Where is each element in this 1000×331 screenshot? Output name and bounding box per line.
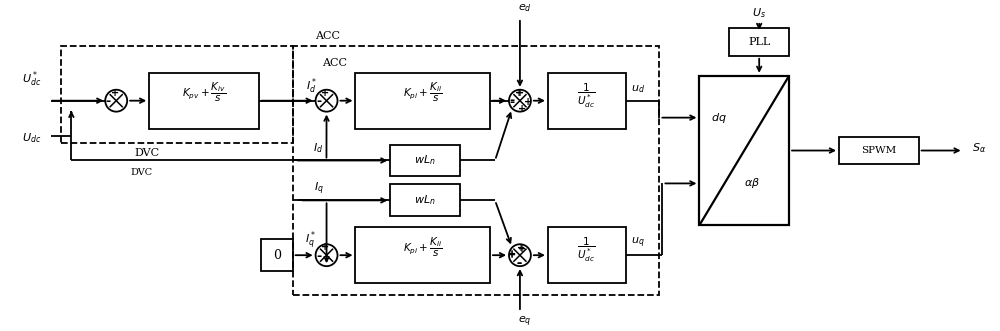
- Text: +: +: [518, 244, 526, 254]
- Bar: [548, 73, 626, 129]
- Bar: [699, 76, 789, 225]
- Text: $\dfrac{1}{U_{dc}^*}$: $\dfrac{1}{U_{dc}^*}$: [577, 236, 596, 264]
- Text: $U_{dc}$: $U_{dc}$: [22, 132, 41, 145]
- Text: SPWM: SPWM: [861, 146, 896, 155]
- Bar: [355, 227, 490, 283]
- Text: $S_\alpha$: $S_\alpha$: [972, 142, 986, 156]
- Text: $U_s$: $U_s$: [752, 6, 766, 20]
- Bar: [61, 46, 293, 143]
- Text: $wL_n$: $wL_n$: [414, 154, 436, 167]
- Text: $dq$: $dq$: [711, 111, 727, 125]
- Text: $I_d$: $I_d$: [313, 142, 324, 156]
- Text: +: +: [516, 88, 524, 98]
- Text: -: -: [516, 257, 522, 270]
- Text: PLL: PLL: [748, 37, 770, 47]
- Bar: [149, 73, 259, 129]
- Text: $e_q$: $e_q$: [518, 315, 532, 329]
- Bar: [261, 239, 293, 271]
- Text: -: -: [106, 95, 111, 108]
- Text: +: +: [518, 104, 526, 114]
- Text: $u_q$: $u_q$: [631, 236, 644, 251]
- Text: $K_{pi}+\dfrac{K_{ii}}{s}$: $K_{pi}+\dfrac{K_{ii}}{s}$: [403, 236, 443, 259]
- Bar: [355, 73, 490, 129]
- Text: ACC: ACC: [315, 31, 340, 41]
- Text: $K_{pi}+\dfrac{K_{ii}}{s}$: $K_{pi}+\dfrac{K_{ii}}{s}$: [403, 81, 443, 104]
- Text: ACC: ACC: [322, 58, 347, 68]
- Text: -: -: [509, 94, 515, 107]
- Bar: [729, 28, 789, 56]
- Bar: [293, 46, 659, 295]
- Text: +: +: [515, 88, 523, 98]
- Text: $I_d^*$: $I_d^*$: [306, 76, 317, 96]
- Text: $\dfrac{1}{U_{dc}^*}$: $\dfrac{1}{U_{dc}^*}$: [577, 82, 596, 110]
- Text: +: +: [508, 250, 516, 260]
- Bar: [390, 184, 460, 216]
- Text: +: +: [321, 88, 330, 98]
- Text: -: -: [316, 95, 321, 108]
- Text: DVC: DVC: [130, 168, 152, 177]
- Text: -: -: [516, 257, 522, 270]
- Text: +: +: [111, 88, 119, 98]
- Text: $U_{dc}^*$: $U_{dc}^*$: [22, 69, 41, 89]
- Text: +: +: [321, 242, 330, 252]
- Text: +: +: [517, 243, 525, 253]
- Bar: [390, 145, 460, 176]
- Text: $u_d$: $u_d$: [631, 83, 645, 95]
- Text: $K_{pv}+\dfrac{K_{iv}}{s}$: $K_{pv}+\dfrac{K_{iv}}{s}$: [182, 81, 226, 104]
- Text: -: -: [316, 250, 321, 263]
- Text: $I_q^*$: $I_q^*$: [305, 230, 316, 252]
- Bar: [548, 227, 626, 283]
- Text: DVC: DVC: [135, 148, 160, 158]
- Text: $e_d$: $e_d$: [518, 2, 532, 14]
- Bar: [839, 137, 919, 165]
- Text: $\alpha\beta$: $\alpha\beta$: [744, 176, 760, 190]
- Text: +: +: [508, 249, 516, 259]
- Text: 0: 0: [273, 249, 281, 262]
- Text: -: -: [509, 96, 515, 109]
- Text: $I_q$: $I_q$: [314, 180, 324, 197]
- Text: +: +: [524, 97, 532, 107]
- Text: $wL_n$: $wL_n$: [414, 193, 436, 207]
